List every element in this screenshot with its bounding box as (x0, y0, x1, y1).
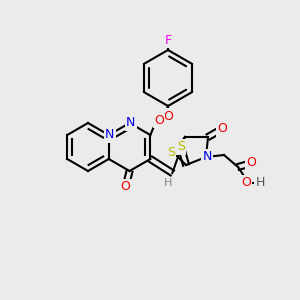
Text: N: N (126, 116, 135, 130)
Text: O: O (241, 176, 251, 190)
Text: O: O (246, 157, 256, 169)
Text: N: N (202, 151, 212, 164)
Text: F: F (164, 34, 172, 46)
Text: S: S (177, 140, 185, 154)
Text: O: O (163, 110, 173, 122)
Text: O: O (121, 181, 130, 194)
Text: H: H (255, 176, 265, 190)
Text: O: O (217, 122, 227, 136)
Text: N: N (105, 128, 115, 142)
Text: O: O (154, 114, 164, 127)
Text: H: H (164, 178, 172, 188)
Text: S: S (167, 146, 175, 158)
